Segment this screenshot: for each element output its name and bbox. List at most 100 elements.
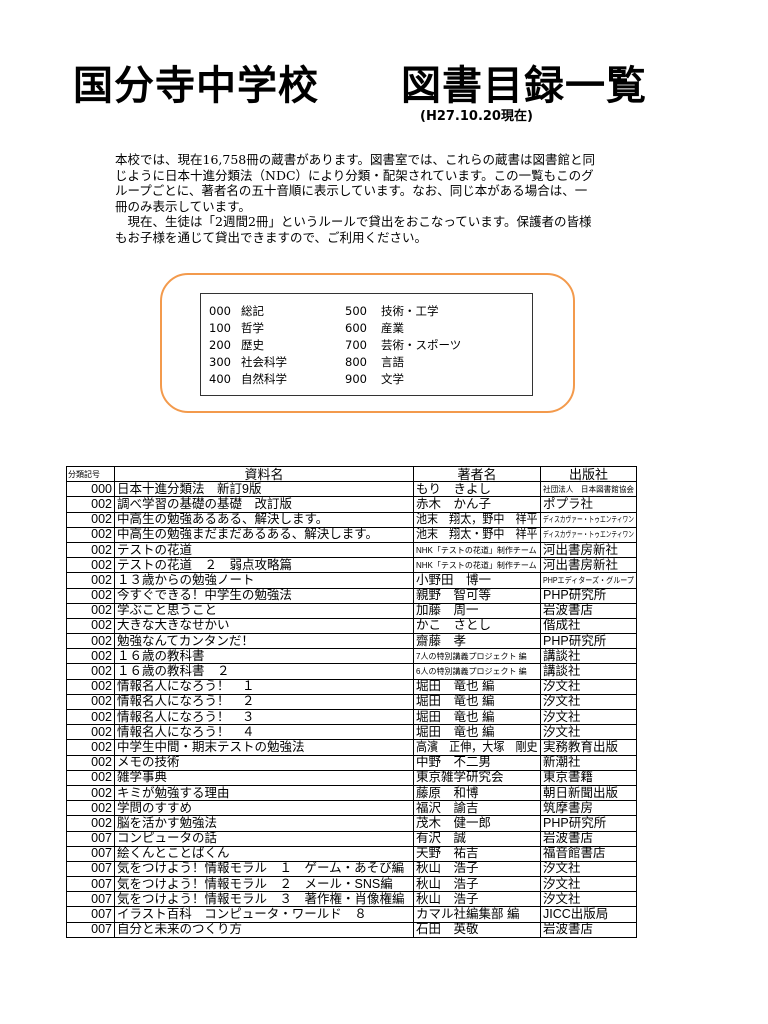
cell-code-text: 002 — [91, 800, 112, 815]
cell-code-text: 007 — [91, 846, 112, 861]
cell-publisher: 岩波書店 — [540, 921, 637, 938]
cell-code: 007 — [66, 845, 115, 862]
cell-publisher: 河出書房新社 — [540, 557, 637, 574]
cell-code: 007 — [66, 891, 115, 908]
cell-code-text: 002 — [91, 739, 112, 754]
cell-publisher-text: ディスカヴァー・トゥエンティワン — [543, 515, 635, 525]
cell-code-text: 002 — [91, 542, 112, 557]
cell-code: 007 — [66, 830, 115, 847]
cell-title-text: 脳を活かす勉強法 — [117, 815, 218, 830]
cell-title: 気をつけよう！情報モラル １ ゲーム・あそび編 — [114, 860, 414, 878]
cell-author-text: 池末 翔太，野中 祥平 — [416, 512, 538, 527]
ndc-label: 産業 — [381, 321, 404, 335]
cell-code-text: 002 — [91, 815, 112, 830]
cell-publisher: PHP研究所 — [540, 587, 637, 604]
cell-code-text: 002 — [91, 618, 112, 633]
cell-code: 002 — [66, 708, 115, 726]
cell-author: 天野 祐吉 — [413, 845, 541, 862]
cell-code: 002 — [66, 784, 115, 802]
cell-code-text: 002 — [91, 588, 112, 603]
cell-publisher: 社団法人 日本図書館協会 — [540, 481, 637, 498]
cell-code-text: 002 — [91, 679, 112, 694]
cell-publisher: 福音館書店 — [540, 845, 637, 862]
cell-publisher-text: 講談社 — [543, 648, 581, 663]
cell-publisher-text: 汐文社 — [543, 709, 581, 724]
table-row: 002 雑学事典 東京雑学研究会 東京書籍 — [66, 769, 637, 786]
cell-author-text: 堀田 竜也 編 — [416, 709, 495, 724]
cell-code-text: 002 — [91, 496, 112, 511]
as-of-date: (H27.10.20現在) — [420, 109, 533, 124]
header-title: 資料名 — [114, 465, 414, 483]
cell-title-text: 情報名人になろう！ ３ — [117, 709, 255, 724]
cell-author-text: NHK「テストの花道」制作チーム — [416, 545, 537, 555]
cell-publisher: 汐文社 — [540, 708, 637, 726]
ndc-label: 総記 — [241, 304, 264, 318]
cell-title-text: 中学生中間・期末テストの勉強法 — [117, 739, 305, 754]
cell-title-text: 情報名人になろう！ １ — [117, 679, 255, 694]
ndc-code: 300 — [209, 355, 231, 369]
cell-code-text: 002 — [91, 512, 112, 527]
cell-code: 002 — [66, 739, 115, 756]
cell-code: 002 — [66, 496, 115, 513]
cell-publisher: 東京書籍 — [540, 769, 637, 786]
cell-code-text: 002 — [91, 709, 112, 724]
table-row: 002 １６歳の教科書 ２ 6人の特別講義プロジェクト 編 講談社 — [66, 663, 637, 680]
ndc-legend: 000 総記 500 技術・工学 100 哲学 600 産業 200 歴史 700 芸術・スポーツ 30… — [200, 293, 533, 396]
cell-code: 002 — [66, 526, 115, 543]
cell-publisher: 筑摩書房 — [540, 800, 637, 817]
cell-author-text: 高濱 正伸，大塚 剛史 — [416, 739, 538, 754]
cell-author: NHK「テストの花道」制作チーム — [413, 557, 541, 574]
cell-author-text: 茂木 健一郎 — [416, 815, 492, 830]
table-row: 007 気をつけよう！情報モラル １ ゲーム・あそび編 秋山 浩子 汐文社 — [66, 860, 637, 878]
cell-code-text: 002 — [91, 603, 112, 618]
cell-code: 002 — [66, 511, 115, 528]
cell-author-text: 齋藤 孝 — [416, 633, 467, 648]
cell-publisher: 汐文社 — [540, 860, 637, 878]
cell-publisher-text: JICC出版局 — [543, 907, 609, 922]
table-row: 007 気をつけよう！情報モラル ３ 著作権・肖像権編 秋山 浩子 汐文社 — [66, 891, 637, 908]
cell-publisher: 岩波書店 — [540, 830, 637, 847]
table-row: 002 キミが勉強する理由 藤原 和博 朝日新聞出版 — [66, 784, 637, 802]
cell-code: 002 — [66, 754, 115, 771]
cell-author-text: 中野 不二男 — [416, 755, 492, 770]
cell-code: 000 — [66, 481, 115, 498]
cell-code-text: 002 — [91, 664, 112, 679]
cell-title: テストの花道 ２ 弱点攻略篇 — [114, 557, 414, 574]
cell-author: 福沢 諭吉 — [413, 800, 541, 817]
cell-publisher-text: 汐文社 — [543, 724, 581, 739]
ndc-label: 自然科学 — [241, 372, 287, 386]
cell-publisher-text: 汐文社 — [543, 861, 581, 876]
cell-author: 藤原 和博 — [413, 784, 541, 802]
cell-title: 大きな大きなせかい — [114, 617, 414, 635]
ndc-label: 文学 — [381, 372, 404, 386]
cell-author: 高濱 正伸，大塚 剛史 — [413, 739, 541, 756]
cell-author: 親野 智可等 — [413, 587, 541, 604]
cell-publisher: 偕成社 — [540, 617, 637, 635]
cell-code-text: 002 — [91, 648, 112, 663]
ndc-code: 700 — [345, 338, 367, 352]
cell-code-text: 002 — [91, 633, 112, 648]
cell-publisher-text: 岩波書店 — [543, 831, 594, 846]
cell-publisher: 講談社 — [540, 648, 637, 665]
cell-publisher-text: 新潮社 — [543, 755, 581, 770]
cell-publisher-text: 東京書籍 — [543, 770, 594, 785]
cell-code: 002 — [66, 693, 115, 711]
cell-code-text: 002 — [91, 785, 112, 800]
book-catalog-table: 分類記号 資料名 著者名 出版社 000 日本十進分類法 新訂9版 もり きよし 社団… — [66, 465, 637, 938]
cell-code-text: 002 — [91, 724, 112, 739]
table-row: 002 学問のすすめ 福沢 諭吉 筑摩書房 — [66, 800, 637, 817]
cell-code-text: 007 — [91, 861, 112, 876]
table-row: 002 中高生の勉強まだまだあるある、解決します。 池末 翔太・野中 祥平 ディスカヴ… — [66, 526, 637, 543]
cell-author-text: 7人の特別講義プロジェクト 編 — [416, 651, 527, 661]
page-title: 国分寺中学校 図書目録一覧 — [73, 63, 647, 109]
cell-publisher-text: 実務教育出版 — [543, 739, 619, 754]
cell-title: １３歳からの勉強ノート — [114, 572, 414, 589]
cell-author-text: NHK「テストの花道」制作チーム — [416, 560, 537, 570]
cell-publisher: 汐文社 — [540, 876, 637, 893]
cell-title-text: イラスト百科 コンピュータ・ワールド ８ — [117, 907, 367, 922]
cell-title-text: 情報名人になろう！ ２ — [117, 694, 255, 709]
cell-author-text: 秋山 浩子 — [416, 876, 479, 891]
cell-author: 池末 翔太・野中 祥平 — [413, 526, 541, 543]
cell-publisher-text: ポプラ社 — [543, 496, 594, 511]
cell-title: 情報名人になろう！ ３ — [114, 708, 414, 726]
